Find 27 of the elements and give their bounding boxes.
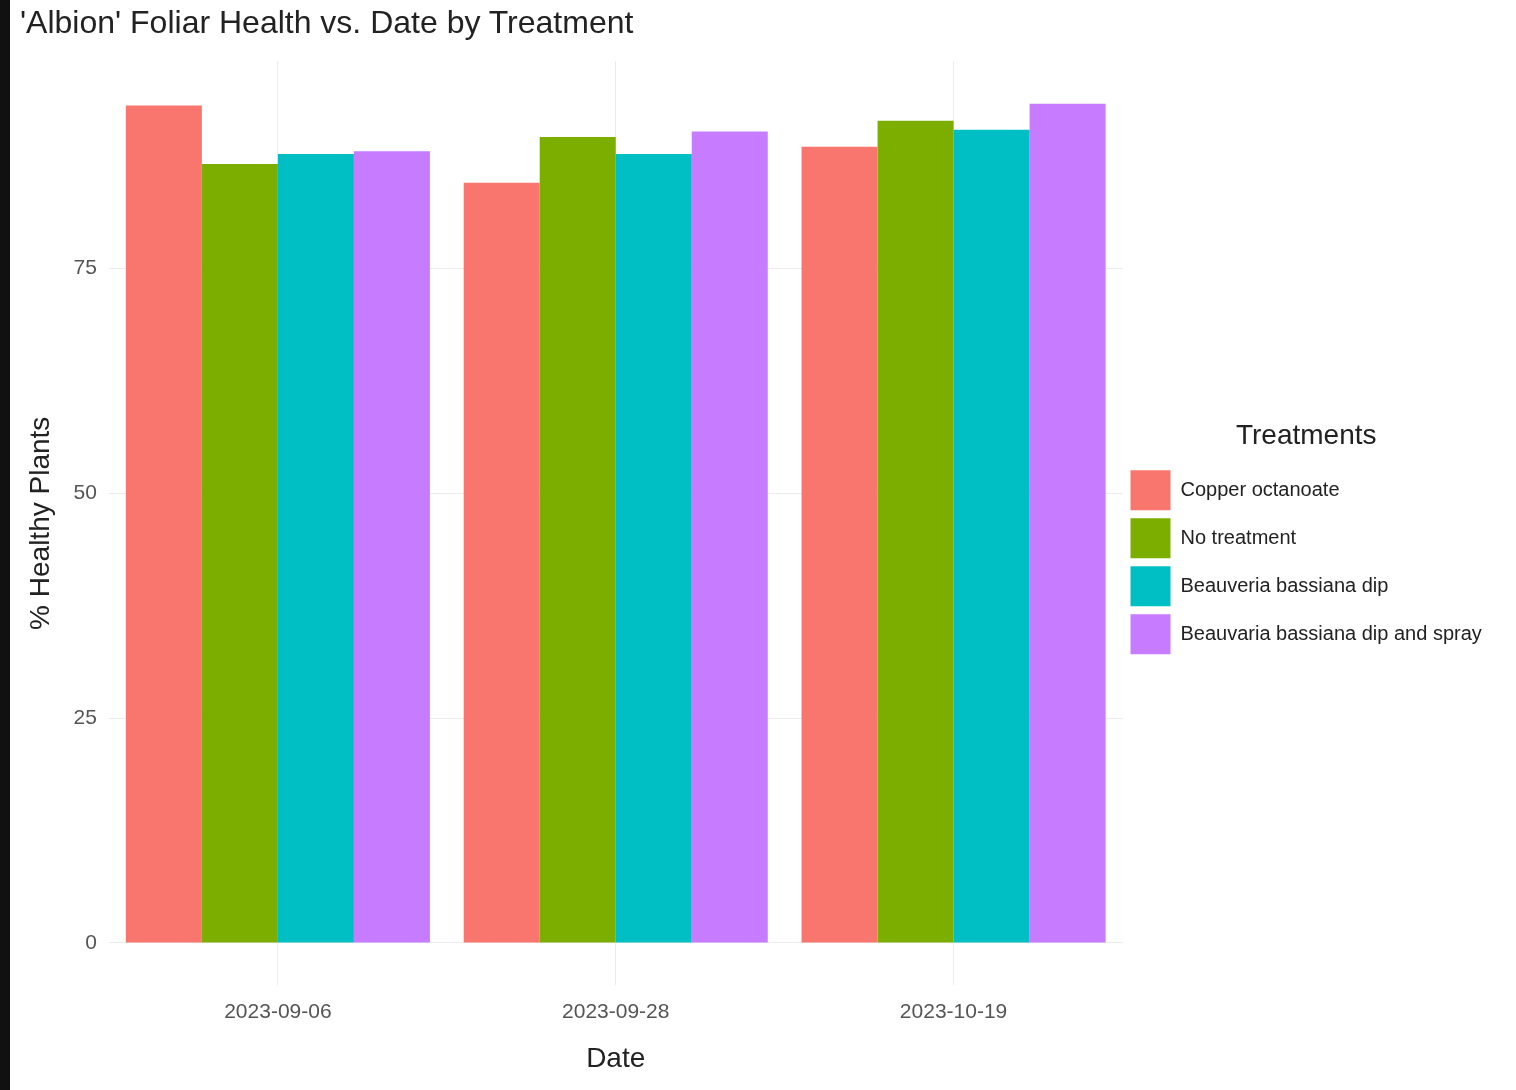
y-tick-label: 75 <box>73 255 97 279</box>
legend-label: Beauvaria bassiana dip and spray <box>1180 621 1482 644</box>
y-tick-label: 25 <box>73 704 97 728</box>
bar <box>125 105 202 943</box>
bar <box>953 129 1030 943</box>
bar <box>1029 103 1106 943</box>
legend-label: Beauveria bassiana dip <box>1180 573 1389 596</box>
y-tick-label: 50 <box>73 479 97 503</box>
x-tick-label: 2023-09-28 <box>562 998 670 1022</box>
x-axis-title: Date <box>586 1041 646 1073</box>
bar <box>539 136 616 943</box>
legend-label: No treatment <box>1180 525 1297 548</box>
legend-label: Copper octanoate <box>1180 477 1340 500</box>
bar <box>801 146 878 943</box>
x-tick-label: 2023-09-06 <box>224 998 332 1022</box>
chart-title: 'Albion' Foliar Health vs. Date by Treatment <box>20 4 634 41</box>
bar <box>353 151 430 943</box>
legend-title: Treatments <box>1235 419 1377 451</box>
x-tick-label: 2023-10-19 <box>899 998 1008 1022</box>
bar <box>463 182 540 943</box>
bar <box>615 154 692 943</box>
bar <box>277 154 354 943</box>
y-axis-title: % Healthy Plants <box>23 416 55 630</box>
bar <box>877 120 954 943</box>
bar <box>691 131 768 943</box>
y-tick-label: 0 <box>85 929 97 953</box>
bar <box>201 163 278 943</box>
